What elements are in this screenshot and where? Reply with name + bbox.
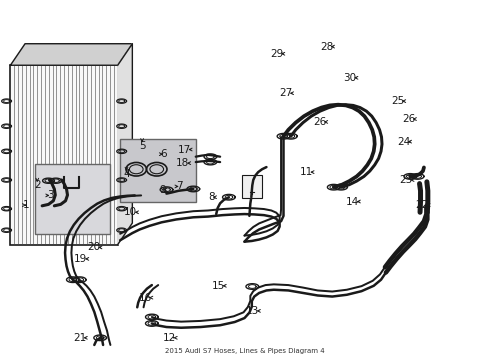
Text: 13: 13 <box>245 306 259 316</box>
Text: 26: 26 <box>401 114 414 124</box>
Text: 17: 17 <box>177 144 190 154</box>
Text: 30: 30 <box>343 73 356 83</box>
Text: 25: 25 <box>390 96 404 106</box>
Bar <box>242 175 261 198</box>
Text: 2: 2 <box>34 180 41 190</box>
Text: 5: 5 <box>139 140 145 150</box>
Text: 22: 22 <box>415 200 428 210</box>
Text: 9: 9 <box>159 185 165 195</box>
Text: 26: 26 <box>312 117 326 127</box>
Text: 3: 3 <box>47 190 54 201</box>
Polygon shape <box>118 44 132 244</box>
Text: 21: 21 <box>73 333 86 343</box>
Text: 2015 Audi S7 Hoses, Lines & Pipes Diagram 4: 2015 Audi S7 Hoses, Lines & Pipes Diagra… <box>164 348 324 354</box>
Text: 14: 14 <box>345 197 358 207</box>
Polygon shape <box>10 44 132 65</box>
Text: 27: 27 <box>279 88 292 98</box>
Text: 23: 23 <box>399 175 412 185</box>
Bar <box>120 139 195 202</box>
Bar <box>35 164 110 234</box>
Text: 16: 16 <box>138 293 152 303</box>
Text: 1: 1 <box>22 200 29 210</box>
Text: 6: 6 <box>160 149 167 159</box>
Text: 12: 12 <box>163 333 176 343</box>
Text: 8: 8 <box>208 192 215 202</box>
Text: 19: 19 <box>74 254 87 264</box>
Text: 11: 11 <box>299 167 312 177</box>
Text: 24: 24 <box>396 137 409 147</box>
Text: 7: 7 <box>176 181 183 192</box>
Text: 20: 20 <box>87 242 101 252</box>
Text: 18: 18 <box>176 158 189 168</box>
Text: 29: 29 <box>270 49 283 59</box>
Text: 28: 28 <box>319 42 332 51</box>
Text: 4: 4 <box>123 169 129 179</box>
Text: 10: 10 <box>124 207 137 217</box>
Bar <box>10 65 118 244</box>
Text: 15: 15 <box>211 281 224 291</box>
